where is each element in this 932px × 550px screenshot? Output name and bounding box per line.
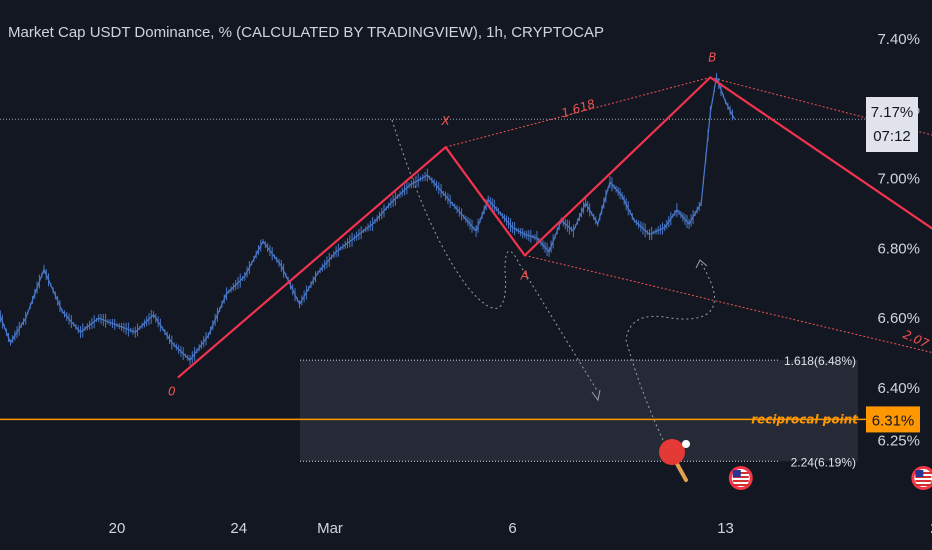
x-tick-label: 6 (508, 520, 516, 537)
pattern-point-label: X (441, 114, 451, 128)
y-tick-label: 6.80% (877, 240, 920, 257)
us-flag-icon[interactable] (728, 466, 753, 490)
reciprocal-tag-value: 6.31% (872, 412, 915, 429)
dotted-leg-X-B (445, 76, 711, 148)
y-tick-label: 6.40% (877, 380, 920, 397)
reciprocal-price-tag: 6.31% (866, 406, 920, 433)
arrow-head-1 (591, 389, 601, 402)
last-price-value: 7.17% (871, 104, 914, 121)
projection-path-1 (391, 119, 599, 393)
flag-canton (915, 470, 924, 477)
x-axis: 20 24 Mar 6 13 20 (109, 520, 932, 537)
last-price-tag-bg (866, 97, 918, 152)
x-tick-label: 13 (717, 520, 734, 537)
x-tick-label: 20 (109, 520, 126, 537)
chart-title: Market Cap USDT Dominance, % (CALCULATED… (8, 24, 604, 41)
flag-stripe (732, 480, 749, 482)
fib-level-label: 2.24(6.19%) (791, 455, 856, 469)
flag-icons[interactable] (728, 466, 932, 490)
last-price-tag: 7.17% 07:12 (866, 97, 918, 152)
harmonic-pattern-line (177, 76, 932, 379)
bar-countdown: 07:12 (873, 128, 911, 145)
fib-zone-box (300, 360, 858, 462)
ping-pong-icon[interactable] (659, 439, 690, 482)
reciprocal-label: reciprocal point (751, 412, 859, 426)
x-tick-label: 24 (230, 520, 247, 537)
flag-stripe (915, 480, 932, 482)
pattern-point-label: B (708, 50, 716, 64)
y-tick-label: 6.25% (877, 432, 920, 449)
x-tick-label: Mar (317, 520, 343, 537)
x-tick-label: 20 (930, 520, 932, 537)
fib-lines: 1.618(6.48%) 2.24(6.19%) (300, 354, 856, 469)
pattern-point-label: A (520, 268, 529, 282)
us-flag-icon[interactable] (911, 466, 932, 490)
flag-stripe (732, 484, 749, 486)
flag-stripe (915, 484, 932, 486)
pattern-labels: 0XABC5 (168, 50, 716, 399)
dotted-projection-lines (445, 76, 932, 354)
y-tick-label: 7.40% (877, 31, 920, 48)
fib-level-label: 1.618(6.48%) (784, 354, 856, 368)
y-tick-label: 6.60% (877, 310, 920, 327)
price-series (0, 72, 736, 366)
pattern-point-label: 0 (168, 385, 176, 399)
y-tick-label: 7.00% (877, 171, 920, 188)
flag-canton (732, 470, 741, 477)
dotted-leg-B-5 (710, 76, 932, 136)
dotted-leg-A-C (524, 254, 932, 354)
arrow-head-2 (695, 259, 708, 269)
reciprocal-tag-bg (866, 406, 920, 433)
